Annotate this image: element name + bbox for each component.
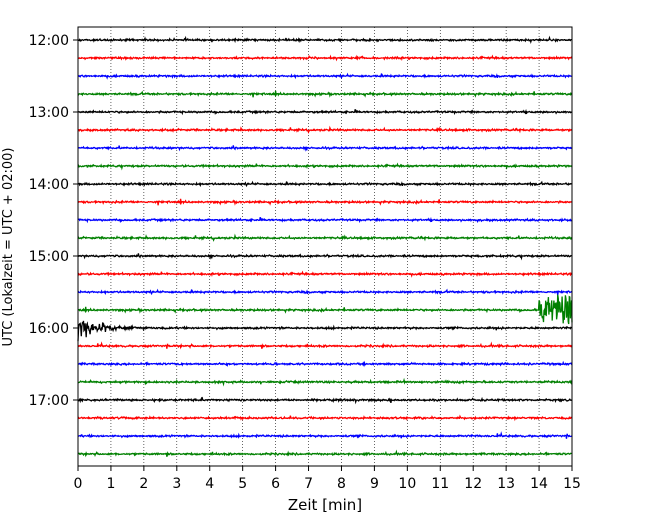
x-tick-label: 3 xyxy=(172,476,181,492)
y-tick-label: 14:00 xyxy=(29,177,69,193)
x-tick-label: 8 xyxy=(337,476,346,492)
y-tick-label: 13:00 xyxy=(29,105,69,121)
x-tick-label: 1 xyxy=(106,476,115,492)
trace-1200 xyxy=(77,35,573,44)
x-tick-label: 13 xyxy=(497,476,515,492)
trace-1315 xyxy=(77,125,573,134)
trace-1245 xyxy=(77,90,573,98)
trace-1300 xyxy=(77,108,573,116)
x-axis-ticks: 0 1 2 3 4 5 6 7 8 9 10 11 12 13 14 15 xyxy=(74,466,581,492)
trace-1430 xyxy=(77,216,573,224)
x-tick-label: 10 xyxy=(398,476,416,492)
trace-1730 xyxy=(77,431,573,439)
trace-1545 xyxy=(77,294,573,325)
x-tick-label: 14 xyxy=(530,476,548,492)
y-axis-label: UTC (Lokalzeit = UTC + 02:00) xyxy=(1,148,16,347)
x-tick-label: 11 xyxy=(431,476,449,492)
trace-1630 xyxy=(77,360,573,368)
x-tick-label: 0 xyxy=(74,476,83,492)
trace-1330 xyxy=(77,145,573,152)
trace-1230 xyxy=(77,72,573,80)
x-tick-label: 12 xyxy=(464,476,482,492)
trace-1345 xyxy=(77,162,573,171)
y-tick-label: 17:00 xyxy=(29,393,69,409)
trace-1400 xyxy=(77,180,573,188)
trace-1515 xyxy=(77,270,573,278)
trace-1215 xyxy=(77,54,573,62)
traces xyxy=(77,35,573,458)
trace-1600 xyxy=(77,320,573,342)
trace-1645 xyxy=(77,377,573,387)
vertical-grid xyxy=(110,27,540,466)
trace-1445 xyxy=(77,233,573,242)
trace-1415 xyxy=(77,198,573,206)
x-tick-label: 5 xyxy=(238,476,247,492)
y-tick-label: 15:00 xyxy=(29,249,69,265)
y-tick-label: 16:00 xyxy=(29,321,69,337)
trace-1700 xyxy=(77,396,573,405)
trace-1500 xyxy=(77,253,573,261)
trace-1715 xyxy=(77,414,573,422)
x-tick-label: 4 xyxy=(205,476,214,492)
x-tick-label: 9 xyxy=(370,476,379,492)
y-axis-ticks: 12:00 13:00 14:00 15:00 16:00 17:00 xyxy=(29,33,78,409)
x-tick-label: 6 xyxy=(271,476,280,492)
x-tick-label: 2 xyxy=(139,476,148,492)
y-tick-label: 12:00 xyxy=(29,33,69,49)
trace-1745 xyxy=(77,449,573,458)
x-tick-label: 7 xyxy=(304,476,313,492)
trace-1530 xyxy=(77,288,573,296)
x-axis-label: Zeit [min] xyxy=(288,496,362,514)
plot-frame xyxy=(77,26,573,467)
trace-1615 xyxy=(77,341,573,350)
x-tick-label: 15 xyxy=(563,476,581,492)
